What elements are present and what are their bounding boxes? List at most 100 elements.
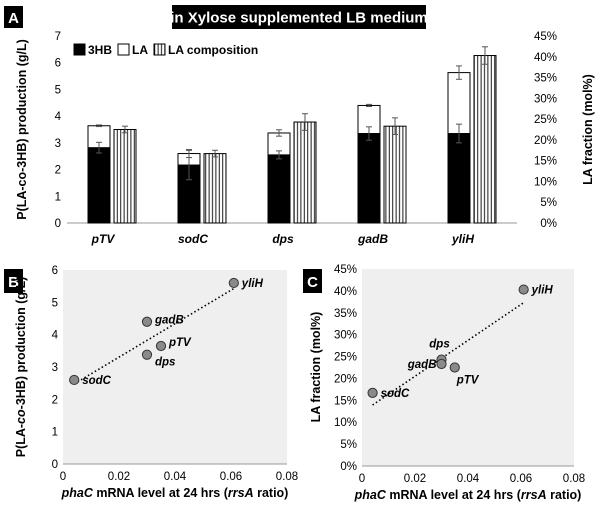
figure-title: in Xylose supplemented LB medium bbox=[170, 10, 428, 27]
legend-swatch bbox=[73, 43, 86, 56]
point-label: pTV bbox=[456, 375, 480, 387]
y-tick-label: 10% bbox=[334, 417, 357, 429]
y-tick-label: 15% bbox=[334, 395, 357, 407]
y2-tick-label: 20% bbox=[534, 135, 557, 147]
y2-tick-label: 15% bbox=[534, 156, 557, 168]
data-point bbox=[518, 284, 529, 295]
y-tick-label: 1 bbox=[52, 427, 58, 439]
y2-tick-label: 5% bbox=[540, 197, 557, 209]
y-axis-title: LA fraction (mol%) bbox=[309, 312, 323, 423]
y2-tick-label: 30% bbox=[534, 93, 557, 105]
y-tick-label: 3 bbox=[52, 362, 58, 374]
y2-tick-label: 40% bbox=[534, 52, 557, 64]
x-tick-label: 0.06 bbox=[220, 471, 242, 483]
point-label: yliH bbox=[241, 278, 264, 290]
category-label: yliH bbox=[451, 232, 474, 246]
y2-tick-label: 35% bbox=[534, 73, 557, 85]
x-tick-label: 0.04 bbox=[164, 471, 187, 483]
title-banner bbox=[172, 5, 426, 29]
data-point bbox=[141, 316, 153, 327]
y-tick-label: 5 bbox=[52, 297, 58, 309]
y-tick-label: 0 bbox=[55, 218, 61, 230]
legend-label: LA bbox=[132, 43, 148, 57]
panel-c-scatter: 0% 5% 10% 15% 20% 25% 30% 35% 40% 45% 0 0.02 0.04 0.0… bbox=[309, 264, 585, 502]
panel-a-badge bbox=[4, 6, 23, 28]
y-tick-label: 3 bbox=[55, 138, 61, 150]
point-label: sodC bbox=[82, 375, 111, 387]
y-tick-label: 35% bbox=[334, 308, 357, 320]
y-tick-label: 6 bbox=[52, 265, 58, 277]
point-label: dps bbox=[155, 357, 175, 369]
bar-la-composition bbox=[473, 55, 497, 224]
y-tick-label: 7 bbox=[55, 31, 61, 43]
y-tick-label: 5% bbox=[340, 439, 357, 451]
point-label: gadB bbox=[407, 359, 437, 371]
panel-b-label: B bbox=[8, 274, 19, 291]
data-point bbox=[141, 349, 153, 360]
point-label: dps bbox=[429, 339, 449, 351]
legend-label: LA composition bbox=[168, 43, 258, 57]
x-tick-label: 0.04 bbox=[457, 473, 480, 485]
x-tick-label: 0.06 bbox=[510, 473, 532, 485]
point-label: pTV bbox=[168, 337, 192, 349]
y-tick-label: 5 bbox=[55, 84, 61, 96]
data-point bbox=[367, 387, 378, 398]
data-point bbox=[228, 277, 239, 289]
panel-c-label: C bbox=[307, 274, 318, 291]
data-point bbox=[155, 340, 167, 352]
bar-la-composition bbox=[383, 125, 407, 224]
y-tick-label: 0 bbox=[52, 459, 58, 471]
bar-3hb bbox=[267, 154, 291, 224]
legend-label: 3HB bbox=[88, 43, 112, 57]
data-point bbox=[69, 374, 80, 386]
bar-la-composition bbox=[293, 121, 317, 224]
bar-la-composition bbox=[113, 129, 137, 224]
y-tick-label: 40% bbox=[334, 286, 357, 298]
y2-tick-label: 10% bbox=[534, 176, 557, 188]
x-tick-label: 0.08 bbox=[563, 473, 585, 485]
x-axis-title: phaC mRNA level at 24 hrs (rrsA ratio) bbox=[61, 486, 289, 500]
plot-area bbox=[362, 269, 574, 466]
y-tick-label: 2 bbox=[52, 394, 58, 406]
category-label: gadB bbox=[357, 232, 388, 246]
y-axis-title: P(LA-co-3HB) production (g/L) bbox=[14, 277, 28, 458]
point-label: sodC bbox=[381, 388, 410, 400]
x-tick-label: 0.08 bbox=[276, 471, 298, 483]
point-label: gadB bbox=[154, 315, 184, 327]
x-axis-title: phaC mRNA level at 24 hrs (rrsA ratio) bbox=[354, 488, 582, 502]
y-tick-label: 0% bbox=[340, 461, 357, 473]
y2-tick-label: 25% bbox=[534, 114, 557, 126]
panel-c-badge bbox=[303, 269, 322, 293]
panel-a-label: A bbox=[8, 10, 19, 27]
y-tick-label: 2 bbox=[55, 165, 61, 177]
y-tick-label: 6 bbox=[55, 58, 61, 70]
trendline bbox=[73, 287, 235, 385]
bar-3hb bbox=[447, 133, 471, 224]
bar-3hb bbox=[357, 133, 381, 224]
bar-3hb bbox=[87, 147, 111, 224]
data-point bbox=[436, 358, 447, 370]
y2-tick-label: 0% bbox=[540, 218, 557, 230]
x-tick-label: 0 bbox=[359, 473, 365, 485]
y-tick-label: 20% bbox=[334, 373, 357, 385]
y-tick-label: 25% bbox=[334, 352, 357, 364]
legend-swatch bbox=[153, 43, 166, 56]
x-tick-label: 0 bbox=[60, 471, 66, 483]
panel-b-badge bbox=[4, 269, 23, 293]
trendline bbox=[372, 301, 525, 406]
y-axis-title: P(LA-co-3HB) production (g/L) bbox=[15, 39, 29, 220]
point-label: yliH bbox=[531, 285, 554, 297]
plot-area bbox=[63, 270, 287, 464]
bar-la-composition bbox=[203, 153, 227, 224]
y-tick-label: 1 bbox=[55, 191, 61, 203]
category-label: sodC bbox=[178, 232, 208, 246]
legend-swatch bbox=[117, 43, 130, 56]
data-point bbox=[449, 362, 460, 373]
panel-a-bar-chart: 0 1 2 3 4 5 6 7 0% 5% 10% 15% 20% 25% 30% 35% 40% 45% pTV s… bbox=[15, 31, 595, 246]
x-tick-label: 0.02 bbox=[404, 473, 426, 485]
y2-tick-label: 45% bbox=[534, 31, 557, 43]
y-tick-label: 30% bbox=[334, 330, 357, 342]
y-tick-label: 4 bbox=[52, 330, 59, 342]
category-label: dps bbox=[272, 232, 294, 246]
